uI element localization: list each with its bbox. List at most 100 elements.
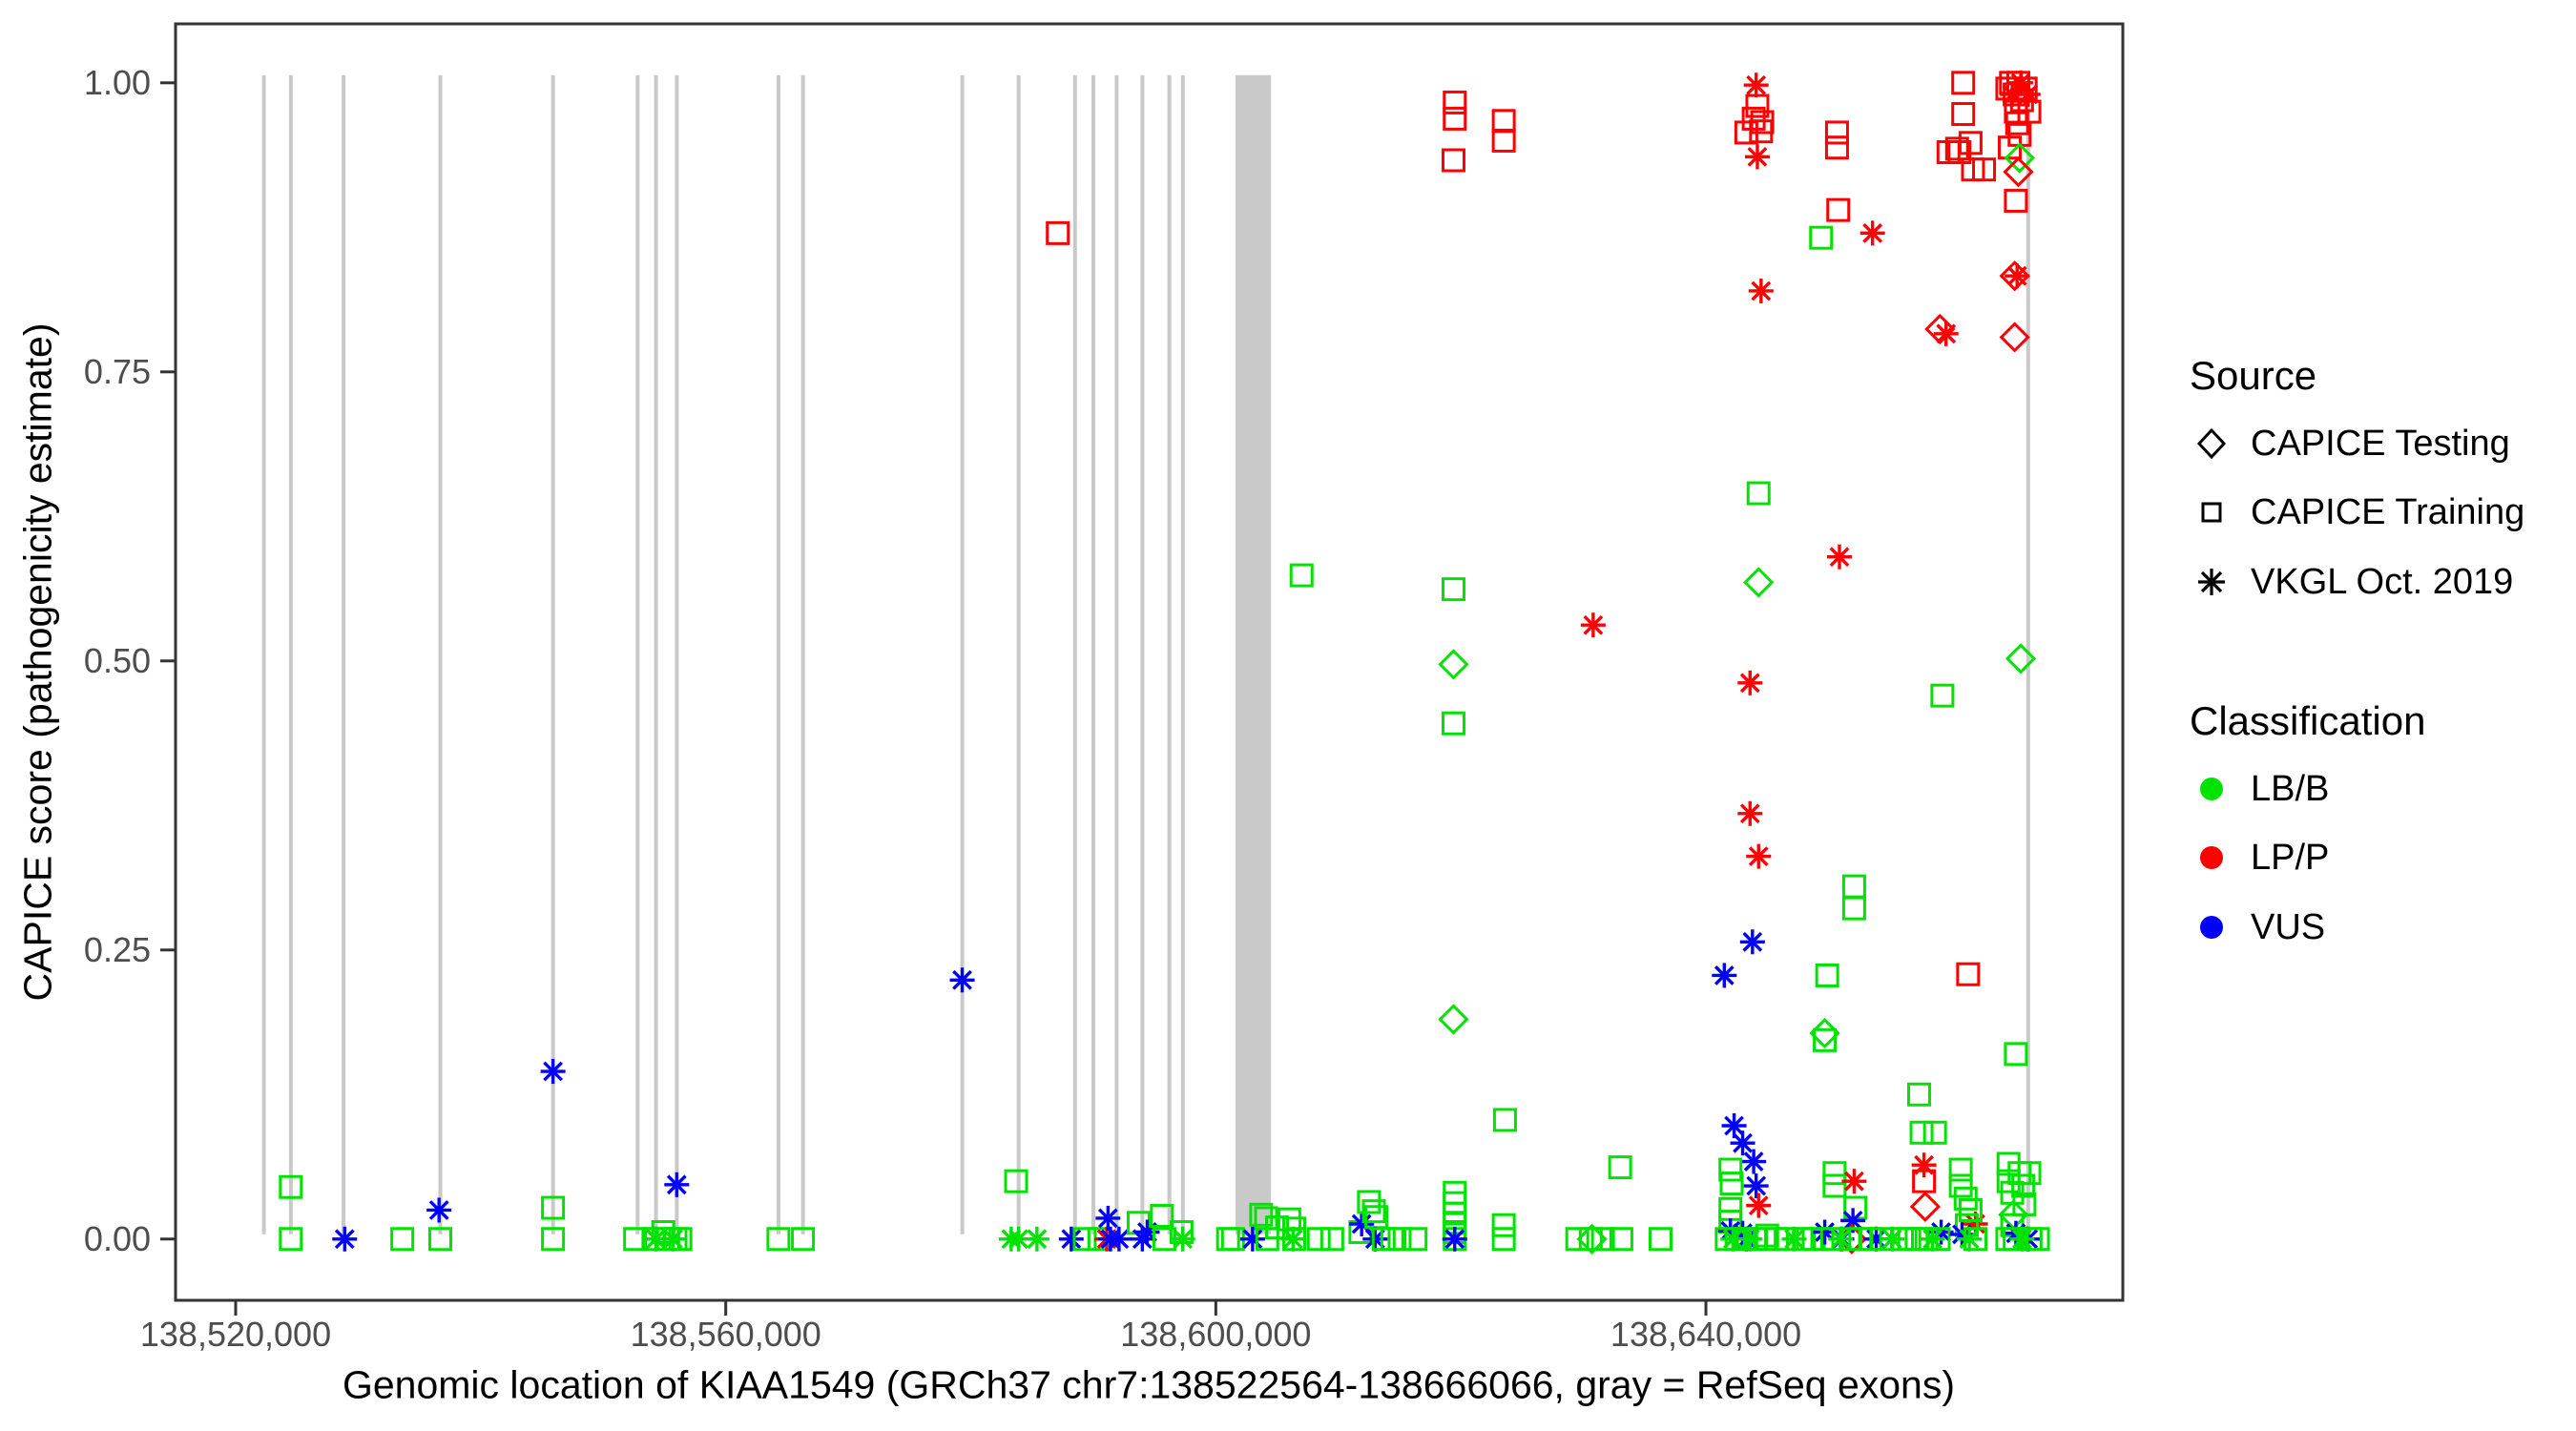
data-point-asterisk [1239, 1226, 1265, 1252]
data-point-square [1249, 1202, 1274, 1227]
x-axis-tick-label: 138,520,000 [140, 1315, 331, 1354]
refseq-exon-bar [776, 74, 780, 1234]
data-point-asterisk [1349, 1212, 1375, 1237]
data-point-square [668, 1227, 693, 1252]
legend: Source CAPICE Testing CAPICE Training [2190, 353, 2571, 1307]
data-point-asterisk [1280, 1226, 1306, 1252]
x-axis-title: Genomic location of KIAA1549 (GRCh37 chr… [342, 1362, 1956, 1407]
data-point-square [1958, 1197, 1983, 1222]
legend-classification-title: Classification [2190, 698, 2426, 743]
data-point-square [1824, 135, 1849, 160]
data-point-diamond [1743, 567, 1775, 598]
data-point-square [1590, 1227, 1615, 1252]
legend-item-lbb: LB/B [2190, 767, 2329, 811]
data-point-square [1822, 1173, 1847, 1198]
refseq-exon-bar [1235, 74, 1272, 1234]
data-point-square [1565, 1227, 1589, 1252]
data-point-square [791, 1227, 816, 1252]
data-point-square [390, 1227, 415, 1252]
data-point-square [1734, 120, 1758, 145]
data-point-square [541, 1227, 566, 1252]
data-point-asterisk [660, 1226, 686, 1252]
legend-item-capice-testing: CAPICE Testing [2190, 422, 2510, 466]
lbb-dot-icon [2200, 778, 2223, 800]
data-point-square [1403, 1227, 1428, 1252]
data-point-square [1441, 577, 1465, 602]
data-point-square [1948, 1173, 1973, 1198]
y-axis-tick-label: 0.25 [84, 930, 151, 969]
refseq-exon-bar [1016, 74, 1021, 1234]
data-point-square [1813, 1027, 1838, 1052]
data-point-asterisk [540, 1059, 566, 1085]
refseq-exon-bar [551, 74, 555, 1234]
data-point-diamond [1576, 1223, 1608, 1255]
data-point-square [766, 1227, 791, 1252]
legend-item-vus: VUS [2190, 905, 2325, 949]
data-point-diamond [1999, 321, 2030, 353]
data-point-square [1809, 225, 1834, 250]
y-axis-tick-label: 0.50 [84, 641, 151, 680]
data-point-asterisk [1933, 321, 1959, 346]
legend-item-capice-training: CAPICE Training [2190, 490, 2524, 534]
refseq-exon-bar [1072, 74, 1077, 1234]
data-point-square [1491, 128, 1516, 153]
legend-item-vkgl: VKGL Oct. 2019 [2190, 560, 2513, 604]
data-point-square [1046, 220, 1070, 245]
data-point-diamond [2005, 643, 2037, 674]
data-point-square [1004, 1169, 1028, 1193]
data-point-square [427, 1227, 452, 1252]
data-point-square [1649, 1227, 1673, 1252]
data-point-asterisk [2015, 81, 2041, 107]
refseq-exon-bar [800, 74, 805, 1234]
legend-source-title: Source [2190, 353, 2317, 398]
x-axis-tick-label: 138,640,000 [1610, 1315, 1801, 1354]
data-point-asterisk [1741, 1149, 1767, 1174]
data-point-square [1491, 1213, 1516, 1237]
data-point-square [1826, 197, 1851, 222]
data-point-diamond [1909, 1191, 1942, 1222]
data-point-asterisk [1721, 1112, 1747, 1138]
data-point-diamond [1924, 313, 1956, 345]
data-point-square [1319, 1227, 1344, 1252]
data-point-asterisk [2009, 1226, 2035, 1252]
data-point-square [1289, 563, 1314, 588]
data-point-asterisk [1580, 612, 1606, 638]
y-axis-tick-label: 1.00 [84, 63, 151, 102]
data-point-square [1951, 102, 1976, 127]
y-axis-tick-label: 0.75 [84, 352, 151, 391]
data-point-asterisk [426, 1197, 452, 1223]
data-point-asterisk [1170, 1226, 1195, 1252]
lpp-dot-icon [2200, 846, 2223, 869]
y-axis-title: CAPICE score (pathogenicity estimate) [15, 322, 60, 1002]
data-point-asterisk [949, 967, 975, 993]
data-point-square [1972, 157, 1997, 182]
data-point-square [1441, 711, 1465, 736]
data-point-square [1741, 106, 1766, 131]
legend-item-label: CAPICE Testing [2251, 423, 2510, 464]
data-point-square [1306, 1227, 1331, 1252]
refseq-exon-bar [342, 74, 346, 1234]
data-point-square [1948, 1157, 1973, 1182]
data-point-square [1719, 1172, 1744, 1196]
data-point-square [1361, 1199, 1386, 1224]
data-point-asterisk [1362, 1226, 1388, 1252]
data-point-square [1815, 963, 1839, 987]
data-point-square [1909, 1120, 1934, 1145]
refseq-exon-bar [675, 74, 679, 1234]
legend-item-label: LB/B [2251, 768, 2330, 809]
data-point-asterisk [1859, 220, 1885, 246]
refseq-exon-bar [1180, 74, 1185, 1234]
data-point-asterisk [1827, 544, 1853, 570]
data-point-square [1492, 1108, 1517, 1132]
data-point-asterisk [1737, 800, 1763, 826]
data-point-square [279, 1227, 303, 1252]
data-point-square [2004, 1042, 2028, 1067]
refseq-exon-bar [654, 74, 658, 1234]
data-point-square [1215, 1227, 1240, 1252]
data-point-square [1951, 71, 1976, 95]
refseq-exon-bar [261, 74, 266, 1234]
data-point-diamond [2003, 156, 2034, 188]
square-icon [2201, 502, 2222, 523]
data-point-square [1387, 1227, 1412, 1252]
